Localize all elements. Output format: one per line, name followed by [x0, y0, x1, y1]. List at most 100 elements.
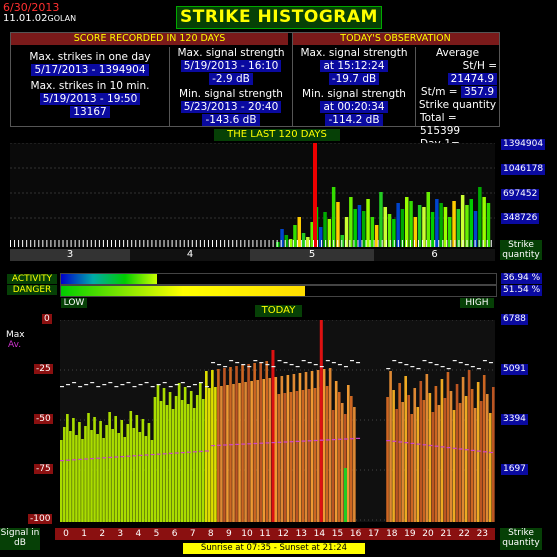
- hour-label: 8: [207, 529, 214, 539]
- tick: [30, 240, 32, 247]
- hour-label: 14: [313, 529, 326, 539]
- max-marker: [265, 364, 270, 366]
- day-bar: [306, 237, 310, 247]
- hour-label: 19: [404, 529, 416, 539]
- signal-bar: [298, 373, 302, 522]
- hour-label: 4: [135, 529, 142, 539]
- signal-bar: [485, 394, 489, 522]
- hour-label: 3: [117, 529, 124, 539]
- signal-bar: [458, 403, 462, 522]
- right-tick: 1697: [501, 464, 528, 475]
- avg-marker: [313, 439, 318, 442]
- hour-label: 17: [367, 529, 380, 539]
- max-10min-label: Max. strikes in 10 min.: [30, 80, 150, 92]
- tick: [490, 240, 492, 247]
- day-bar: [344, 217, 349, 247]
- signal-bar: [144, 436, 148, 522]
- day-bar: [469, 199, 473, 247]
- tick: [18, 240, 20, 247]
- signal-bar: [117, 433, 121, 522]
- tick: [38, 240, 40, 247]
- signal-bar: [392, 390, 395, 522]
- tick: [333, 240, 335, 247]
- tick: [401, 240, 403, 247]
- max-marker: [241, 364, 246, 366]
- left-tick: -75: [34, 464, 53, 474]
- avg-marker: [289, 441, 294, 443]
- avg-marker: [90, 458, 95, 460]
- avg-marker: [150, 454, 155, 456]
- tick: [381, 240, 383, 247]
- signal-bar: [183, 387, 187, 522]
- tick: [127, 240, 129, 247]
- right-tick: 6788: [501, 314, 528, 325]
- avg-marker: [392, 440, 397, 442]
- max-marker: [446, 368, 451, 370]
- max-marker: [392, 360, 397, 362]
- max-legend: Max: [6, 330, 25, 340]
- avg-marker: [265, 442, 270, 444]
- tick: [175, 240, 177, 247]
- day-bar: [319, 227, 323, 247]
- signal-bar: [150, 440, 154, 522]
- tick: [22, 240, 24, 247]
- avg-marker: [229, 444, 234, 446]
- signal-bar: [479, 401, 483, 522]
- hour-label: 18: [386, 529, 398, 539]
- signal-bar: [171, 409, 175, 522]
- tick: [361, 240, 363, 247]
- average-markers: [60, 437, 493, 462]
- max-marker: [253, 360, 258, 362]
- tick: [139, 240, 141, 247]
- day-bar: [284, 235, 289, 247]
- max-markers: [60, 360, 493, 388]
- tick: [167, 240, 169, 247]
- avg-marker: [162, 453, 167, 455]
- today-title: TODAY: [255, 305, 302, 317]
- max-marker: [90, 382, 95, 384]
- avg-marker: [60, 460, 64, 462]
- avg-marker: [307, 440, 312, 442]
- tick: [264, 240, 266, 247]
- day-bar: [439, 203, 443, 247]
- day-bar: [435, 199, 439, 247]
- avg-marker: [416, 443, 421, 445]
- max-marker: [259, 362, 264, 364]
- max-marker: [301, 360, 306, 362]
- avg-marker: [325, 439, 330, 441]
- tick: [389, 240, 391, 247]
- avg-marker: [398, 441, 403, 443]
- signal-bar: [310, 371, 314, 522]
- avg-marker: [337, 438, 342, 440]
- signal-bar: [473, 408, 477, 522]
- max-strikes-block: Max. strikes in one day 5/17/2013 - 1394…: [11, 47, 169, 119]
- signal-bar: [331, 410, 335, 522]
- avg-marker: [422, 444, 427, 446]
- signal-bar: [389, 371, 392, 522]
- tick: [111, 240, 112, 247]
- signal-bar: [220, 386, 223, 522]
- divider: [169, 47, 170, 126]
- tick: [46, 240, 48, 247]
- signal-bar: [135, 415, 139, 522]
- tick: [123, 240, 125, 247]
- avg-marker: [247, 443, 252, 445]
- signal-bar: [328, 368, 332, 522]
- max-marker: [229, 360, 234, 362]
- signal-bar: [141, 419, 145, 522]
- day-bar: [409, 201, 413, 247]
- signal-bar: [84, 426, 87, 522]
- signal-bar: [413, 388, 417, 522]
- left-tick: -100: [28, 514, 53, 524]
- signal-bar: [201, 399, 205, 522]
- tick: [442, 240, 444, 247]
- activity-bar: [60, 273, 497, 285]
- avg-marker: [168, 452, 173, 454]
- max-marker: [144, 382, 149, 384]
- tick: [232, 240, 234, 247]
- avg-marker: [156, 453, 161, 455]
- hour-label: 9: [226, 529, 232, 539]
- signal-bar: [449, 391, 453, 522]
- max-marker: [156, 384, 161, 386]
- signal-bar: [247, 364, 250, 522]
